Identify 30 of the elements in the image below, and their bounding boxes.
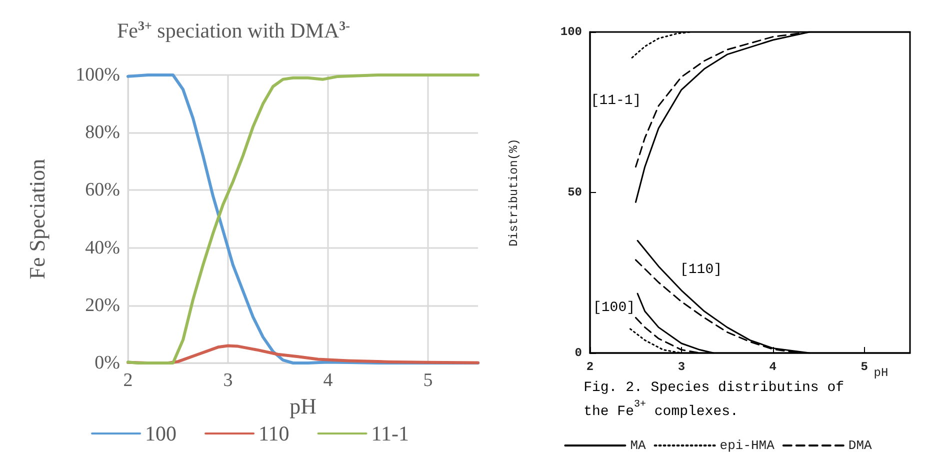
annotation: [11-1] [590,93,642,109]
y-tick-label: 0% [94,352,120,374]
y-tick-label: 60% [85,180,120,201]
x-tick-label: 5 [423,370,433,391]
legend-label: DMA [848,438,872,453]
y-tick-label: 0 [574,346,582,360]
annotation: [110] [680,262,722,278]
x-tick-label: 2 [123,370,133,391]
x-tick-label: 3 [678,360,686,374]
legend-label: 11-1 [371,422,409,446]
x-tick-label: 4 [323,370,334,391]
x-axis-title: pH [290,393,317,418]
y-tick-label: 50 [568,186,582,200]
legend-label: MA [630,438,646,453]
legend-label: 100 [145,422,177,446]
x-tick-label: 2 [586,360,594,374]
y-tick-label: 100 [560,25,582,39]
y-tick-label: 40% [85,237,120,258]
x-tick-label: 3 [223,370,233,391]
annotation: [100] [592,300,636,316]
y-axis-title: Fe Speciation [24,158,50,280]
x-axis-title: pH [874,366,888,380]
x-tick-label: 5 [860,360,868,374]
legend-label: 110 [258,422,290,446]
y-tick-label: 80% [85,122,120,144]
y-axis-title: Distribution(%) [507,138,521,247]
y-tick-label: 100% [76,64,120,86]
y-tick-label: 20% [85,294,120,316]
legend-label: epi-HMA [720,438,775,453]
x-tick-label: 4 [769,360,776,374]
